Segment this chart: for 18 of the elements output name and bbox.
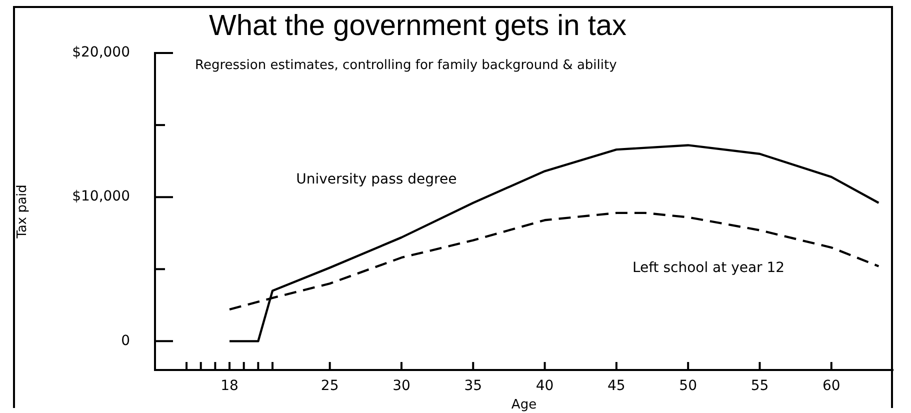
x-tick-label: 25 [320,378,339,394]
x-tick-label: 50 [679,378,697,394]
y-axis-title: Tax paid [15,184,30,240]
y-tick-label: $20,000 [72,44,130,61]
text: Regression estimates, controlling for family background & ability [195,58,617,73]
y-tick-label: $10,000 [72,188,130,205]
series-label: University pass degree [296,171,457,188]
x-tick-label: 18 [220,378,238,394]
x-tick-label: 40 [536,378,554,394]
x-axis-title: Age [511,398,537,413]
chart-title: What the government gets in tax [209,10,626,43]
x-tick-label: 55 [750,378,769,394]
series-label: Left school at year 12 [632,260,785,276]
x-tick-label: 45 [608,378,626,394]
x-tick-label: 30 [392,378,410,394]
x-tick-label: 60 [822,378,840,394]
y-tick-label: 0 [121,332,130,349]
x-tick-label: 35 [464,378,482,394]
